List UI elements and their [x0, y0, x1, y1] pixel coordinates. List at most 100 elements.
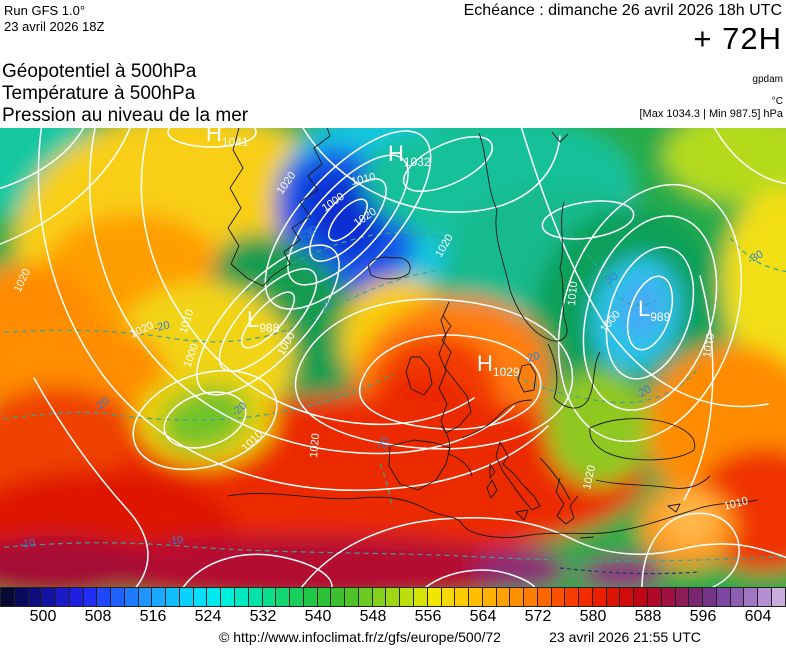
colorbar-tick: 564 — [469, 608, 497, 625]
colorbar-cell — [496, 588, 511, 606]
isobar-value-label: 1010 — [566, 281, 580, 306]
copyright-url: © http://www.infoclimat.fr/z/gfs/europe/… — [219, 629, 501, 645]
colorbar-tick: 580 — [579, 608, 607, 625]
colorbar-cell — [716, 588, 731, 606]
colorbar-tick: 516 — [139, 608, 167, 625]
colorbar-cell — [317, 588, 332, 606]
isobar-value-label: 1020 — [581, 464, 598, 490]
colorbar-cell — [303, 588, 318, 606]
colorbar-tick: 604 — [744, 608, 772, 625]
forecast-validity-label: Echéance : dimanche 26 avril 2026 18h UT… — [463, 2, 782, 19]
colorbar-cell — [400, 588, 414, 606]
colorbar-cell — [1, 588, 15, 606]
temperature-value-label: -10 — [19, 537, 36, 551]
coastlines — [227, 128, 759, 539]
colorbar-cell — [386, 588, 401, 606]
temperature-value-label: -10 — [167, 534, 184, 548]
colorbar-cell — [592, 588, 607, 606]
colorbar-tick: 596 — [689, 608, 717, 625]
colorbar-cell — [358, 588, 373, 606]
colorbar-cell — [565, 588, 580, 606]
colorbar-cell — [620, 588, 635, 606]
weather-map: 1020 1010 1000 1020 1020 1020 1010 1000 1000 1020… — [0, 128, 786, 587]
colorbar-cell — [675, 588, 690, 606]
colorbar-cell — [166, 588, 180, 606]
colorbar-tick: 572 — [524, 608, 552, 625]
temperature-value-label: 20 — [377, 435, 392, 451]
isobar-value-label: 1010 — [350, 171, 376, 188]
map-title-geopotential: Géopotentiel à 500hPa — [2, 61, 197, 82]
run-date-label: 23 avril 2026 18Z — [4, 19, 105, 34]
colorbar-tick: 540 — [304, 608, 332, 625]
colorbar-cell — [441, 588, 456, 606]
colorbar-cell — [455, 588, 470, 606]
colorbar-cell — [276, 588, 291, 606]
colorbar-cell — [97, 588, 112, 606]
colorbar-cell — [771, 588, 785, 606]
colorbar-cell — [634, 588, 648, 606]
colorbar-cell — [661, 588, 676, 606]
colorbar-cell — [28, 588, 43, 606]
colorbar-tick: 548 — [359, 608, 387, 625]
pressure-minmax-label: [Max 1034.3 | Min 987.5] hPa — [639, 108, 784, 120]
colorbar-cell — [290, 588, 304, 606]
isobar-contours — [0, 128, 786, 587]
geopotential-unit-label: gpdam — [752, 74, 783, 85]
temperature-fill-layer — [0, 128, 786, 587]
colorbar-cell — [482, 588, 497, 606]
colorbar-cell — [207, 588, 222, 606]
colorbar-cell — [111, 588, 125, 606]
model-run-label: Run GFS 1.0° — [4, 3, 86, 18]
colorbar-cell — [221, 588, 236, 606]
colorbar-tick: 556 — [414, 608, 442, 625]
colorbar-cell — [345, 588, 359, 606]
colorbar-cell — [524, 588, 538, 606]
isobar-value-label: 1020 — [308, 433, 322, 458]
colorbar-cell — [372, 588, 387, 606]
colorbar-cell — [413, 588, 428, 606]
colorbar-cell — [606, 588, 621, 606]
colorbar-tick: 508 — [84, 608, 112, 625]
temperature-value-label: -20 — [523, 350, 541, 366]
geopotential-colorbar — [0, 587, 786, 607]
colorbar-cell — [83, 588, 98, 606]
colorbar-cell — [758, 588, 772, 606]
colorbar-cell — [730, 588, 745, 606]
colorbar-cell — [510, 588, 525, 606]
colorbar-tick: 532 — [249, 608, 277, 625]
colorbar-cell — [689, 588, 704, 606]
generation-datetime: 23 avril 2026 21:55 UTC — [549, 629, 701, 645]
colorbar-cell — [579, 588, 593, 606]
colorbar-tick: 588 — [634, 608, 662, 625]
colorbar-cell — [152, 588, 167, 606]
colorbar-tick-labels: 500 508 516 524 532 540 548 556 564 572 580 588 596 6… — [0, 608, 786, 628]
colorbar-cell — [537, 588, 552, 606]
colorbar-cell — [179, 588, 194, 606]
isobar-value-label: 1010 — [701, 332, 717, 358]
colorbar-cell — [124, 588, 139, 606]
colorbar-cell — [262, 588, 277, 606]
temperature-unit-label: °C — [771, 96, 783, 107]
map-title-temperature: Température à 500hPa — [2, 83, 196, 104]
colorbar-tick: 524 — [194, 608, 222, 625]
colorbar-cell — [331, 588, 346, 606]
colorbar-cell — [14, 588, 29, 606]
colorbar-cell — [193, 588, 208, 606]
colorbar-cell — [235, 588, 249, 606]
colorbar-cell — [647, 588, 662, 606]
colorbar-cell — [703, 588, 717, 606]
colorbar-cell — [469, 588, 483, 606]
map-title-pressure: Pression au niveau de la mer — [2, 105, 249, 126]
colorbar-cell — [744, 588, 759, 606]
colorbar-cell — [56, 588, 70, 606]
colorbar-cell — [42, 588, 57, 606]
colorbar-cell — [248, 588, 263, 606]
colorbar-cell — [551, 588, 566, 606]
forecast-step-label: + 72H — [693, 21, 782, 56]
colorbar-tick: 500 — [29, 608, 57, 625]
colorbar-cell — [138, 588, 153, 606]
temperature-value-label: -20 — [153, 319, 171, 335]
colorbar-cell — [69, 588, 84, 606]
